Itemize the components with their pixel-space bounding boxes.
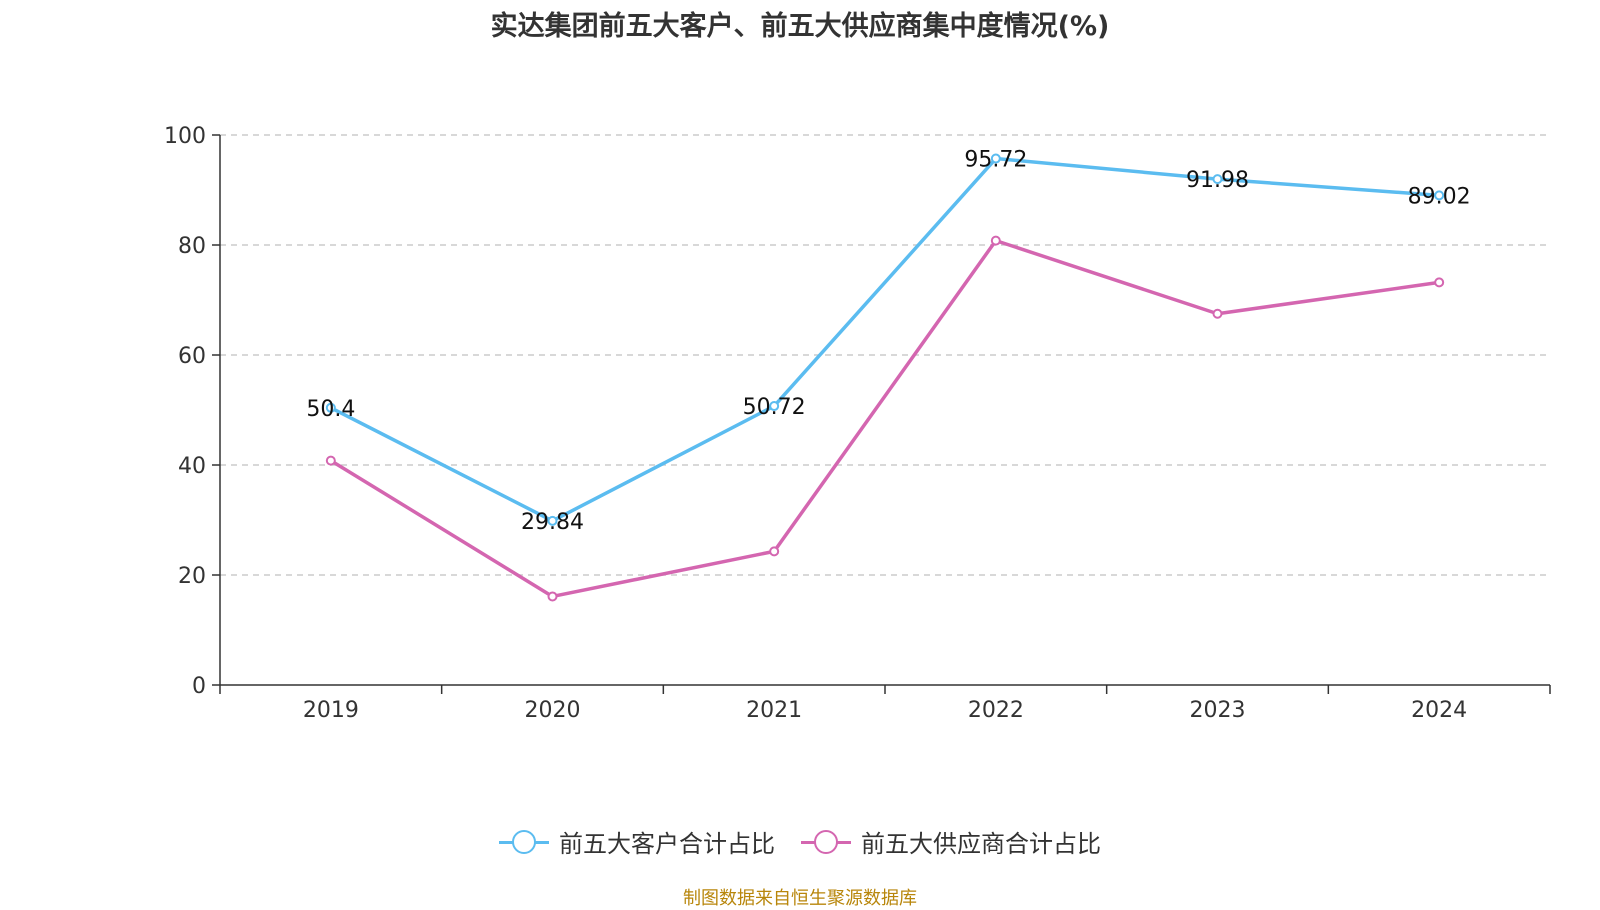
source-note: 制图数据来自恒生聚源数据库 bbox=[683, 888, 917, 909]
x-tick-label: 2019 bbox=[303, 698, 359, 723]
data-point bbox=[769, 546, 780, 557]
data-point bbox=[990, 235, 1001, 246]
y-tick-label: 40 bbox=[178, 454, 206, 479]
legend-marker-customers bbox=[499, 829, 549, 855]
x-tick-label: 2024 bbox=[1411, 698, 1467, 723]
legend-label-customers: 前五大客户合计占比 bbox=[559, 830, 775, 858]
data-point bbox=[1434, 277, 1445, 288]
y-tick-label: 100 bbox=[164, 124, 206, 149]
data-point bbox=[990, 153, 1001, 164]
data-label: 89.02 bbox=[1408, 184, 1471, 209]
data-label: 29.84 bbox=[521, 510, 584, 535]
x-tick-label: 2021 bbox=[746, 698, 802, 723]
legend-label-suppliers: 前五大供应商合计占比 bbox=[861, 830, 1101, 858]
data-point bbox=[325, 455, 336, 466]
data-label: 95.72 bbox=[964, 148, 1027, 173]
data-point bbox=[1212, 308, 1223, 319]
y-tick-label: 0 bbox=[192, 674, 206, 699]
y-tick-label: 20 bbox=[178, 564, 206, 589]
legend-item-customers[interactable]: 前五大客户合计占比 bbox=[499, 824, 775, 859]
chart-legend: 前五大客户合计占比 前五大供应商合计占比 bbox=[0, 824, 1600, 859]
series-line bbox=[329, 238, 1440, 599]
data-point bbox=[325, 402, 336, 413]
x-tick-label: 2022 bbox=[968, 698, 1024, 723]
data-label: 50.4 bbox=[306, 397, 355, 422]
x-tick-label: 2020 bbox=[525, 698, 581, 723]
data-point bbox=[547, 591, 558, 602]
data-point bbox=[769, 401, 780, 412]
data-point bbox=[1434, 190, 1445, 201]
y-tick-label: 80 bbox=[178, 234, 206, 259]
y-tick-label: 60 bbox=[178, 344, 206, 369]
legend-marker-suppliers bbox=[801, 829, 851, 855]
data-label: 91.98 bbox=[1186, 168, 1249, 193]
data-label: 50.72 bbox=[743, 395, 806, 420]
legend-item-suppliers[interactable]: 前五大供应商合计占比 bbox=[801, 824, 1101, 859]
chart-title: 实达集团前五大客户、前五大供应商集中度情况(%) bbox=[490, 11, 1110, 42]
x-tick-label: 2023 bbox=[1190, 698, 1246, 723]
data-point bbox=[547, 515, 558, 526]
data-point bbox=[1212, 174, 1223, 185]
series-line bbox=[330, 156, 1440, 523]
